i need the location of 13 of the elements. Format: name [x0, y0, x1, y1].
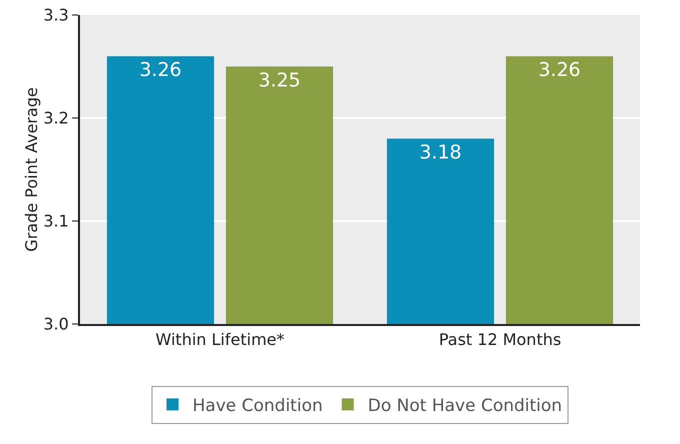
y-tick-label: 3.2: [43, 108, 69, 128]
legend-label: Have Condition: [192, 396, 323, 416]
data-label: 3.26: [538, 59, 581, 82]
data-label: 3.25: [258, 70, 301, 92]
y-tick-label: 3.1: [43, 212, 69, 231]
data-label: 3.26: [139, 59, 182, 82]
x-tick-label: Past 12 Months: [438, 330, 562, 350]
data-label: 3.18: [419, 142, 462, 164]
y-tick-label: 3.0: [43, 314, 69, 334]
y-axis-title: Grade Point Average: [22, 87, 41, 252]
y-tick-label: 3.3: [43, 6, 69, 25]
x-tick-label: Within Lifetime*: [156, 330, 284, 350]
legend-label: Do Not Have Condition: [368, 396, 562, 416]
